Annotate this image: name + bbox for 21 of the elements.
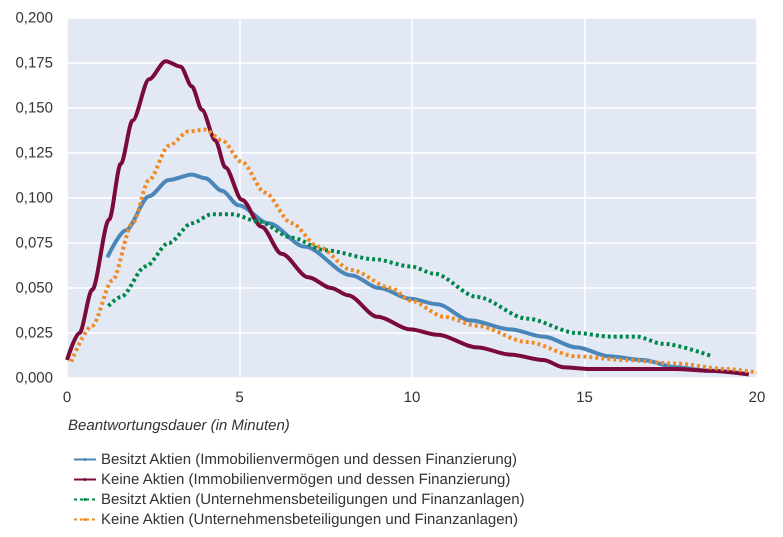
y-tick-label: 0,050 (15, 280, 53, 296)
y-tick-label: 0,000 (15, 370, 53, 386)
y-tick-label: 0,175 (15, 54, 53, 72)
x-tick-label: 10 (404, 389, 420, 406)
y-tick-label: 0,125 (15, 144, 53, 162)
x-tick-label: 15 (576, 389, 593, 406)
legend-label: Keine Aktien (Unternehmensbeteiligungen und Finanzanlagen) (101, 511, 518, 528)
line-series (65, 59, 751, 376)
y-tick-label: 0,100 (15, 190, 53, 206)
y-tick-label: 0,200 (15, 10, 53, 26)
x-tick-label: 20 (748, 389, 766, 406)
legend-label: Besitzt Aktien (Immobilienvermögen und dessen Finanzierung) (101, 451, 518, 468)
legend-label: Keine Aktien (Immobilienvermögen und dessen Finanzierung) (101, 471, 510, 488)
x-axis-title: Beantwortungsdauer (in Minuten) (68, 417, 290, 434)
y-tick-label: 0,150 (15, 100, 53, 116)
y-tick-label: 0,075 (15, 234, 53, 252)
x-tick-label: 5 (235, 389, 244, 406)
legend-label: Besitzt Aktien (Unternehmensbeteiligungen und Finanzanlagen) (101, 491, 525, 508)
x-tick-label: 0 (62, 389, 72, 406)
line-series (69, 128, 759, 375)
y-tick-label: 0,025 (15, 324, 53, 342)
